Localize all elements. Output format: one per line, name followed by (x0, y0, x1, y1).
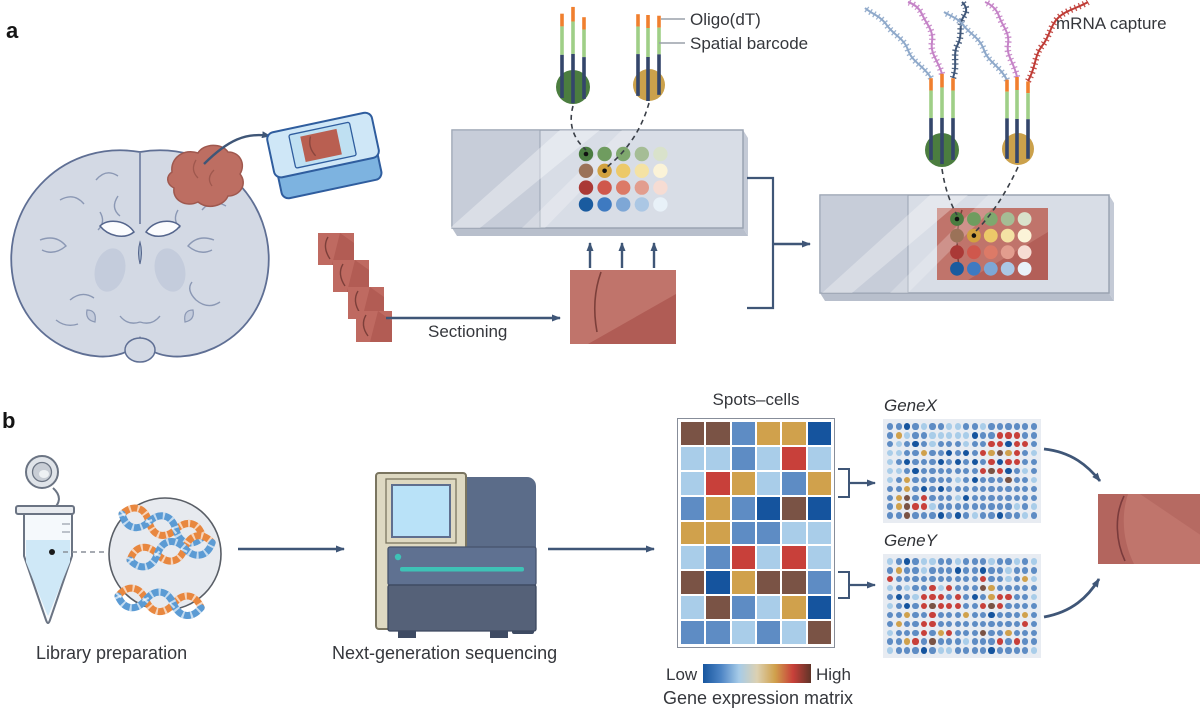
mrna-capture-label: mRNA capture (1056, 14, 1167, 33)
bead-gold (633, 14, 665, 101)
legend-low-label: Low (666, 665, 698, 684)
bead-green (556, 6, 590, 104)
microtube-icon (15, 455, 75, 624)
expression-colorbar (703, 664, 811, 683)
brain-sulci (39, 172, 227, 327)
bracket-slide1 (747, 176, 775, 310)
spatial-barcode-label: Spatial barcode (690, 34, 809, 53)
tissue-sections (318, 233, 392, 342)
dna-library-circle (108, 497, 222, 617)
bead-spot-connectors (570, 102, 1019, 232)
mapped-tissue-block (1098, 494, 1200, 564)
panel-b-label: b (2, 408, 16, 433)
mrna-strands (862, 0, 970, 80)
spatial-slide (450, 129, 748, 236)
arrow-brain-to-cassette (203, 131, 271, 165)
oligo-dt-label: Oligo(dT) (690, 10, 761, 29)
genex-spatial-map (883, 419, 1041, 523)
genex-title: GeneX (884, 396, 937, 415)
bracket-geney-row (838, 571, 850, 599)
matrix-title: Spots–cells (712, 390, 800, 409)
arrow-genex-to-tissue (1043, 447, 1102, 482)
tissue-cassette-icon (266, 111, 383, 200)
bracket-genex-row (838, 468, 850, 498)
legend-high-label: High (816, 665, 851, 684)
barcoded-spot-array-capture (950, 212, 1032, 276)
geney-title: GeneY (884, 531, 937, 550)
panel-a-label: a (6, 18, 19, 43)
bead-gold-mrna (942, 0, 1090, 165)
tissue-section-block (570, 270, 676, 344)
arrow-geney-to-tissue (1043, 578, 1101, 619)
arrows-tissue-to-slide (586, 242, 658, 268)
label-leader-lines (659, 18, 685, 44)
library-preparation-label: Library preparation (36, 643, 188, 663)
sequencer-icon (375, 472, 537, 638)
bead-green-mrna (862, 0, 970, 167)
barcoded-spot-array (578, 146, 668, 212)
brain-illustration (10, 144, 270, 363)
resected-region (167, 144, 244, 208)
mrna-strands (942, 0, 1090, 83)
matrix-caption: Gene expression matrix (662, 688, 854, 708)
spatial-slide-with-tissue (819, 194, 1114, 301)
sectioning-label: Sectioning (428, 322, 508, 341)
gene-expression-matrix (677, 418, 835, 648)
geney-spatial-map (883, 554, 1041, 658)
ngs-label: Next-generation sequencing (332, 643, 558, 663)
